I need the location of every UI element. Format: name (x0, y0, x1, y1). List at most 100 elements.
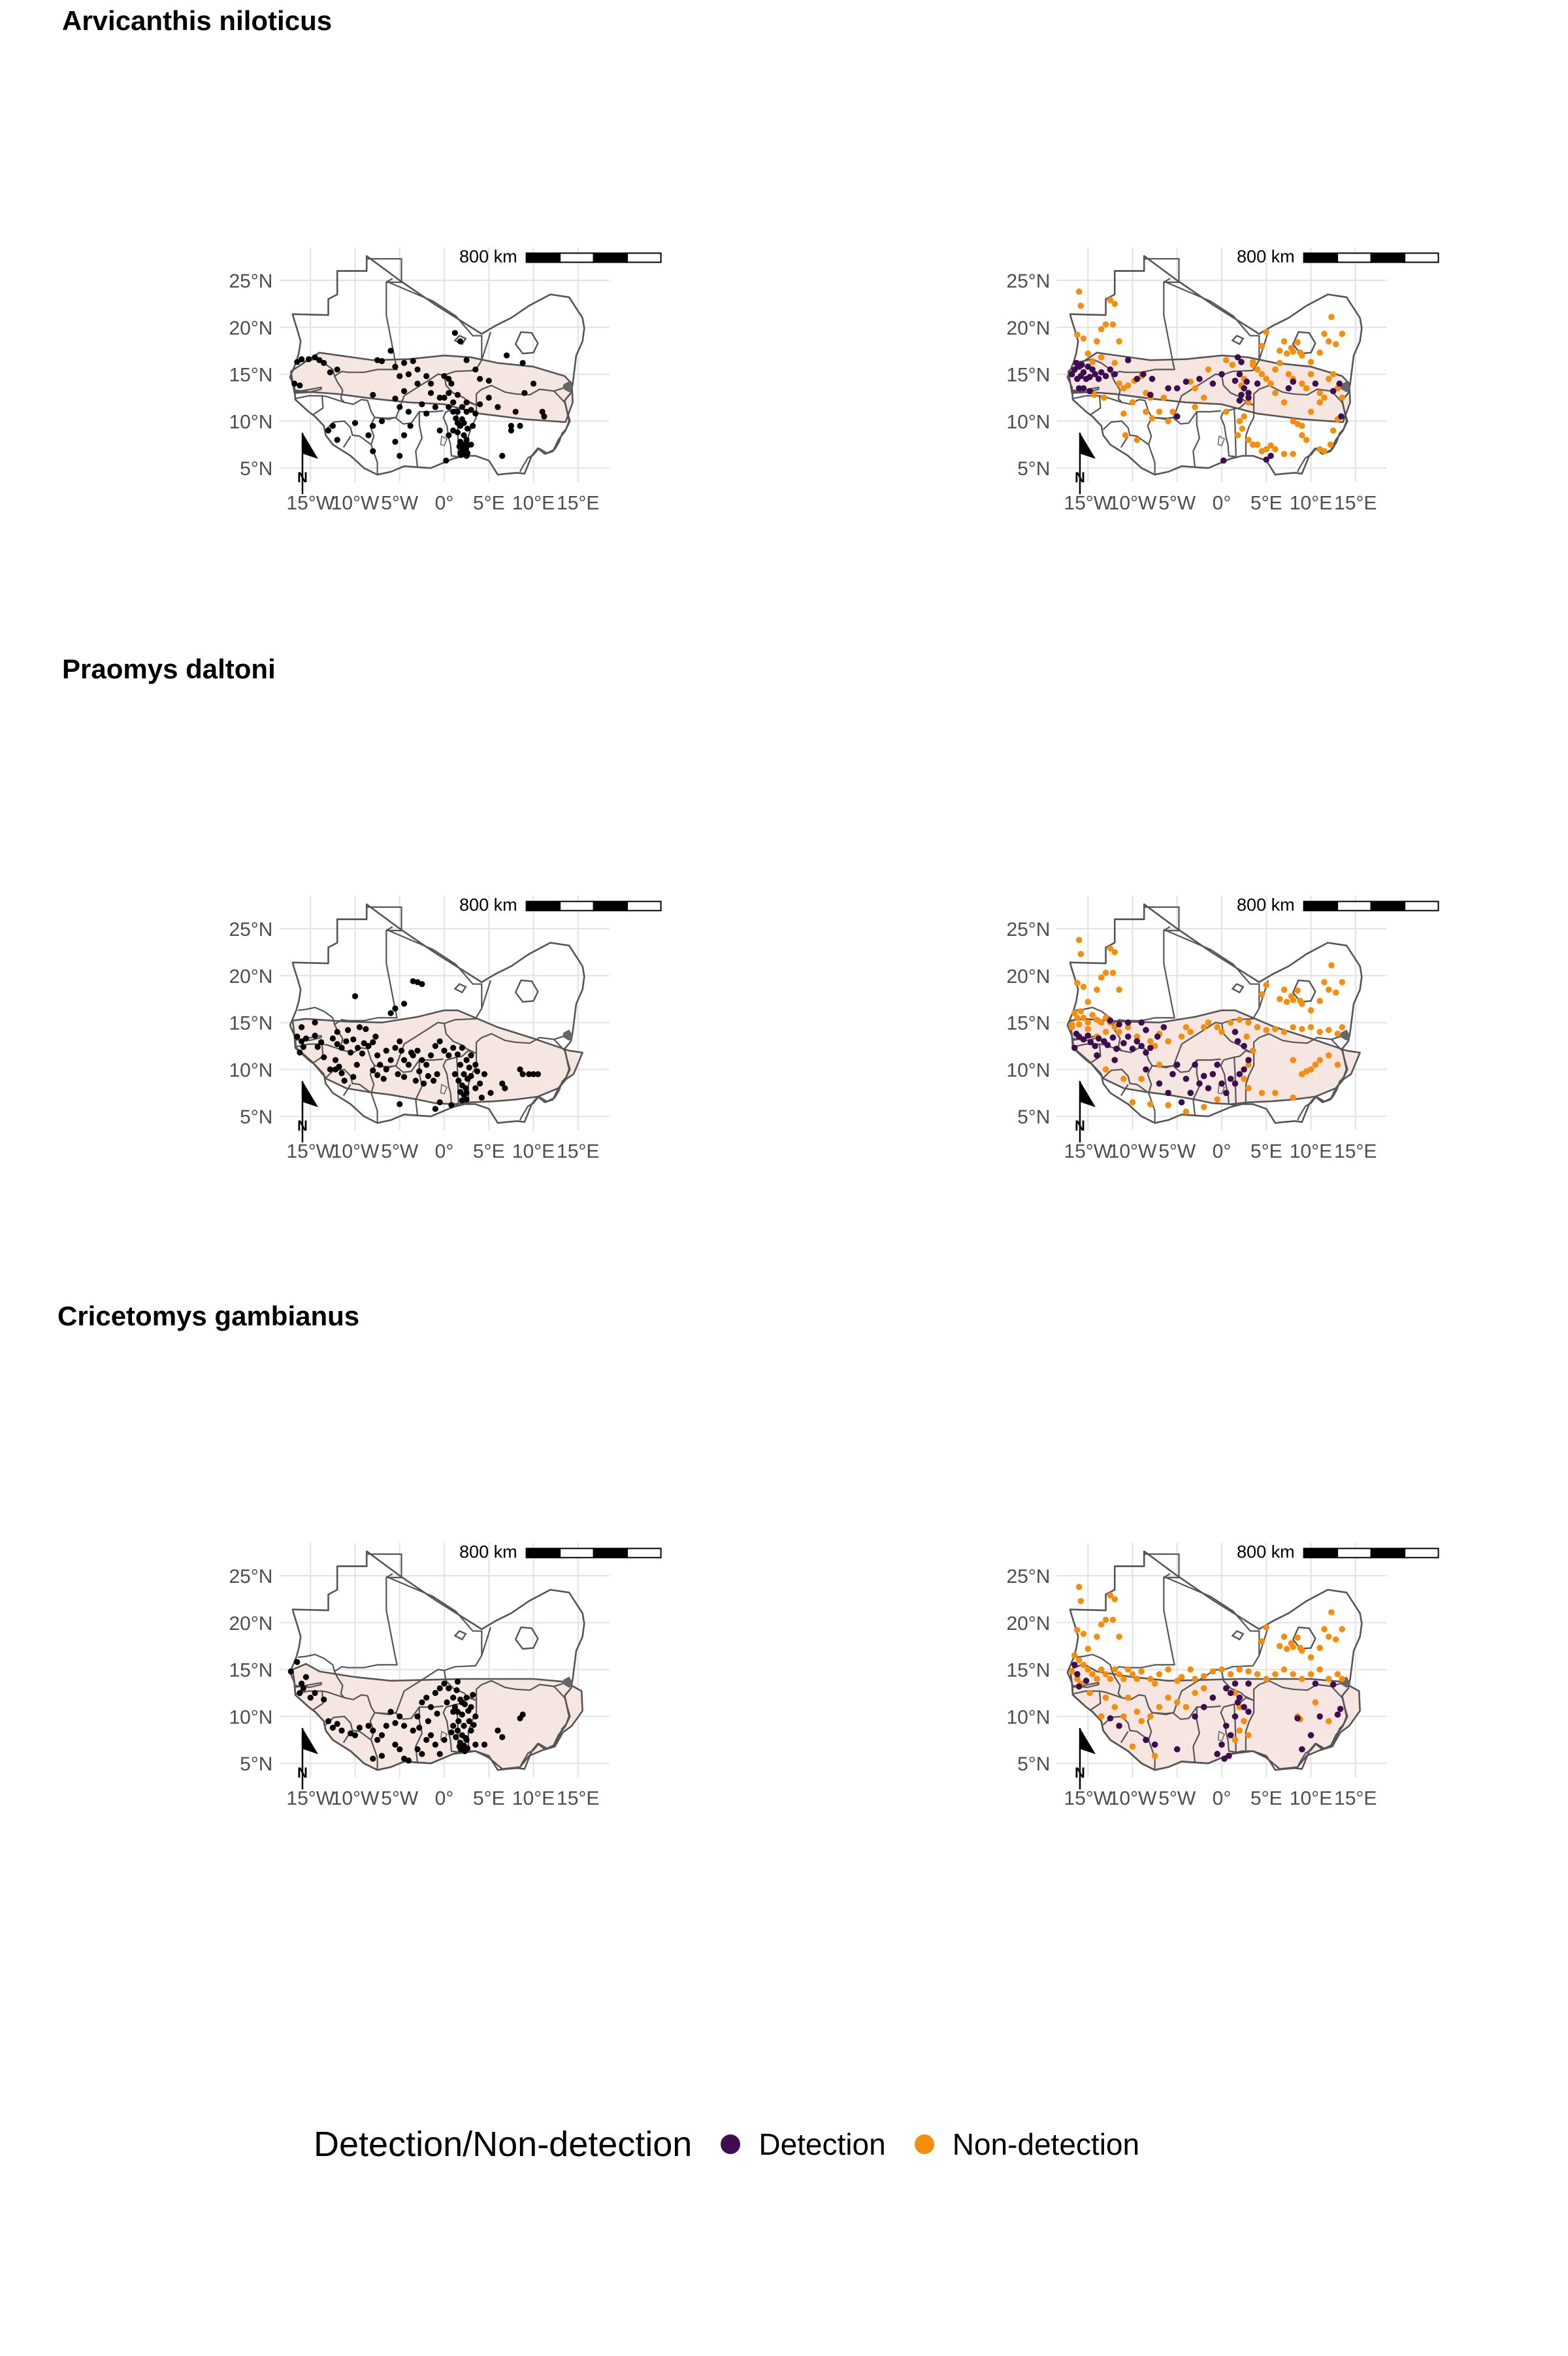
presence-point (312, 1020, 318, 1026)
non-detection-point (1107, 1592, 1114, 1599)
non-detection-point (1281, 986, 1288, 993)
presence-point (392, 395, 399, 402)
non-detection-point (1326, 1052, 1332, 1059)
presence-point (458, 452, 465, 458)
detection-point (1307, 1732, 1315, 1738)
scale-bar-segment (593, 252, 629, 263)
scale-bar-label: 800 km (459, 895, 517, 914)
detection-point (1192, 1061, 1198, 1069)
country-border (481, 980, 492, 1009)
x-tick-label: 15°E (557, 1141, 599, 1163)
scale-bar-segment (1303, 1548, 1339, 1559)
detection-point (1200, 1704, 1207, 1710)
non-detection-point (1316, 1029, 1323, 1035)
presence-point (297, 382, 303, 389)
x-tick-label: 5°E (1250, 1788, 1282, 1810)
presence-point (400, 1057, 408, 1063)
presence-point (470, 1691, 476, 1698)
north-arrow-label: N (297, 469, 308, 486)
presence-point (336, 1063, 342, 1070)
non-detection-point (1312, 1061, 1319, 1069)
presence-point (383, 1048, 389, 1054)
country-border (1102, 420, 1149, 446)
non-detection-point (1156, 1061, 1163, 1069)
presence-point (463, 357, 470, 363)
scale-bar-segment (559, 1548, 595, 1559)
detection-point (1165, 1089, 1171, 1097)
x-tick-label: 5°E (1250, 1141, 1282, 1163)
non-detection-point (1236, 1666, 1243, 1673)
non-detection-point (1165, 1102, 1171, 1108)
non-detection-point (1098, 1713, 1105, 1720)
non-detection-point (1085, 1646, 1092, 1652)
presence-point (461, 1701, 468, 1708)
presence-point (461, 1723, 467, 1729)
country-border (342, 435, 351, 448)
non-detection-point (1249, 441, 1256, 448)
region-outline (1066, 1550, 1363, 1771)
non-detection-point (1094, 1676, 1100, 1682)
presence-map-panel: 15°W10°W 5°W 0° 5°E 10°E 15°E 25°N 20°N 15°N 10°N… (229, 1542, 662, 1810)
presence-point (441, 1048, 448, 1054)
non-detection-point (1307, 1670, 1315, 1678)
non-detection-point (1111, 949, 1118, 955)
non-detection-point (1111, 1596, 1118, 1602)
scale-bar-label: 800 km (459, 1542, 517, 1561)
presence-point (300, 1685, 306, 1691)
presence-point (374, 1072, 381, 1078)
detection-point (1338, 413, 1345, 420)
non-detection-point (1263, 1624, 1270, 1631)
detection-point (1294, 1715, 1301, 1722)
country-border (481, 331, 492, 361)
detection-point (1221, 1755, 1228, 1762)
non-detection-point (1283, 350, 1290, 357)
presence-point (300, 1044, 306, 1050)
presence-point (468, 1727, 474, 1734)
presence-point (454, 408, 461, 415)
presence-point (344, 1027, 351, 1033)
non-detection-point (1307, 1654, 1315, 1661)
non-detection-point (1316, 390, 1323, 397)
country-border (342, 1084, 351, 1097)
non-detection-point (1086, 1689, 1093, 1697)
presence-point (432, 404, 438, 410)
presence-point (414, 1048, 421, 1054)
country-border (1223, 1050, 1254, 1061)
non-detection-point (1307, 1066, 1315, 1073)
presence-point (361, 1040, 367, 1046)
presence-point (297, 1049, 303, 1056)
non-detection-point (1200, 1104, 1207, 1110)
detection-point (1120, 1040, 1127, 1046)
non-detection-point (1307, 359, 1315, 365)
country-border (1163, 1573, 1171, 1578)
north-arrow-icon (1079, 1081, 1096, 1108)
non-detection-point (1232, 1689, 1239, 1697)
non-detection-point (1239, 425, 1246, 432)
presence-point (519, 359, 526, 366)
scale-bar-segment (627, 901, 662, 912)
presence-point (329, 1725, 336, 1731)
x-tick-label: 10°E (512, 1788, 555, 1810)
presence-point (457, 338, 464, 344)
non-detection-point (1098, 354, 1105, 361)
non-detection-point (1102, 1616, 1109, 1623)
x-tick-label: 10°E (1290, 1141, 1332, 1163)
lake-volta (1217, 1084, 1226, 1095)
non-detection-point (1116, 1029, 1122, 1035)
detection-point (1071, 1661, 1078, 1668)
presence-point (372, 1033, 379, 1040)
non-detection-point (1102, 1670, 1109, 1678)
country-border (1102, 1069, 1149, 1094)
presence-point (451, 329, 458, 337)
detection-point (1116, 1722, 1122, 1729)
massif-outline (514, 331, 539, 355)
detection-point (1134, 1038, 1141, 1045)
scale-bar-segment (1370, 252, 1406, 263)
presence-point (407, 422, 414, 429)
non-detection-point (1098, 1621, 1105, 1628)
species-title: Arvicanthis niloticus (62, 5, 333, 36)
non-detection-point (1205, 1019, 1212, 1026)
non-detection-point (1143, 408, 1149, 415)
presence-point (400, 388, 408, 395)
